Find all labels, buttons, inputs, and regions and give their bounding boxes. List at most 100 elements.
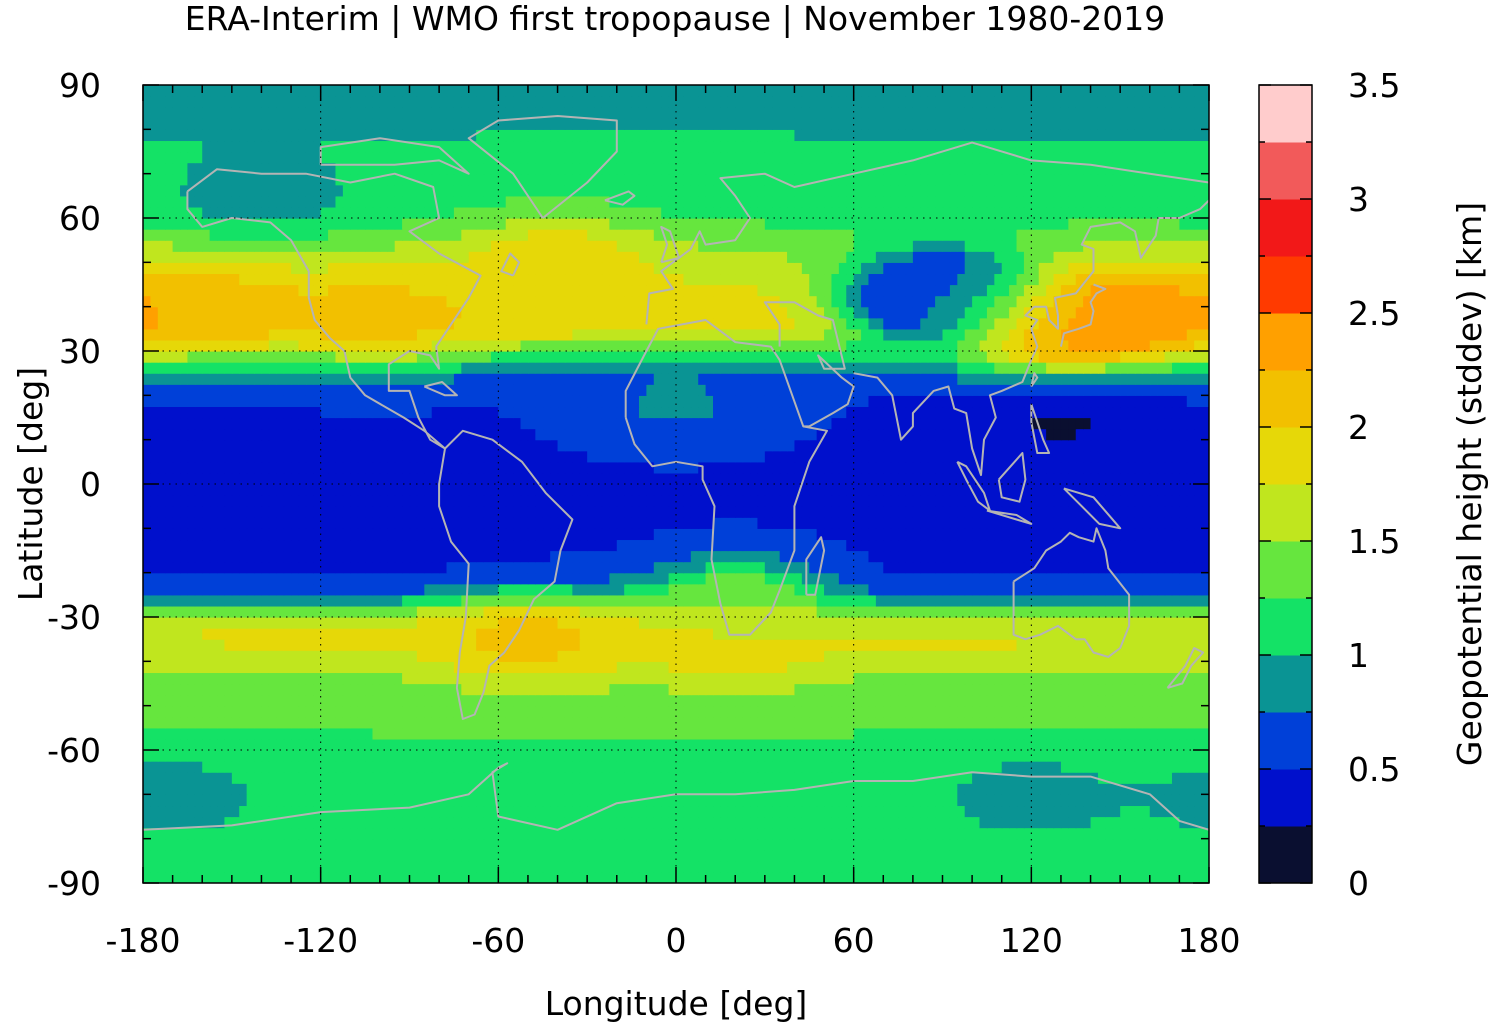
field-cell	[935, 816, 944, 829]
field-cell	[505, 617, 514, 629]
field-cell	[698, 506, 707, 518]
field-cell	[831, 639, 840, 651]
field-cell	[520, 495, 529, 507]
field-cell	[202, 517, 211, 529]
field-cell	[816, 650, 825, 662]
field-cell	[979, 539, 988, 552]
field-cell	[816, 617, 825, 629]
field-cell	[735, 772, 744, 784]
field-cell	[616, 650, 625, 662]
field-cell	[801, 827, 810, 840]
field-cell	[468, 661, 477, 674]
field-cell	[587, 805, 596, 818]
field-cell	[957, 672, 966, 685]
field-cell	[379, 816, 388, 829]
field-cell	[194, 694, 203, 707]
field-cell	[1038, 783, 1047, 795]
field-cell	[431, 716, 440, 729]
field-cell	[342, 605, 351, 618]
field-cell	[468, 871, 477, 883]
field-cell	[1090, 783, 1099, 795]
field-cell	[957, 617, 966, 629]
field-cell	[335, 672, 344, 685]
field-cell	[890, 694, 899, 707]
field-cell	[1149, 639, 1158, 651]
field-cell	[587, 539, 596, 552]
field-cell	[1075, 628, 1084, 640]
field-cell	[579, 683, 588, 696]
field-cell	[912, 517, 921, 529]
field-cell	[1016, 805, 1025, 818]
field-cell	[320, 871, 329, 883]
field-cell	[875, 750, 884, 762]
field-cell	[875, 672, 884, 685]
field-cell	[431, 838, 440, 851]
field-cell	[764, 805, 773, 818]
field-cell	[690, 639, 699, 651]
field-cell	[698, 716, 707, 729]
field-cell	[690, 783, 699, 795]
field-cell	[690, 650, 699, 662]
field-cell	[690, 672, 699, 685]
field-cell	[498, 816, 507, 829]
field-cell	[409, 783, 418, 795]
field-cell	[217, 661, 226, 674]
field-cell	[587, 550, 596, 563]
field-cell	[202, 617, 211, 629]
field-cell	[1194, 672, 1203, 685]
field-cell	[1016, 783, 1025, 795]
field-cell	[638, 506, 647, 518]
field-cell	[1001, 594, 1010, 607]
field-cell	[883, 672, 892, 685]
field-cell	[898, 783, 907, 795]
field-cell	[1001, 694, 1010, 707]
field-cell	[439, 628, 448, 640]
field-cell	[587, 617, 596, 629]
field-cell	[1134, 761, 1143, 773]
field-cell	[609, 583, 618, 596]
field-cell	[624, 716, 633, 729]
field-cell	[372, 716, 381, 729]
field-cell	[1016, 650, 1025, 662]
field-cell	[550, 594, 559, 607]
field-cell	[949, 528, 958, 541]
field-cell	[424, 694, 433, 707]
field-cell	[1053, 816, 1062, 829]
field-cell	[1171, 661, 1180, 674]
field-cell	[1164, 727, 1173, 740]
field-cell	[535, 738, 544, 751]
field-cell	[254, 849, 263, 862]
field-cell	[994, 572, 1003, 585]
field-cell	[572, 617, 581, 629]
field-cell	[831, 772, 840, 784]
field-cell	[379, 561, 388, 574]
field-cell	[942, 672, 951, 685]
field-cell	[1171, 871, 1180, 883]
field-cell	[875, 594, 884, 607]
field-cell	[742, 617, 751, 629]
field-cell	[313, 639, 322, 651]
field-cell	[150, 628, 159, 640]
field-cell	[239, 672, 248, 685]
field-cell	[1060, 694, 1069, 707]
field-cell	[1171, 750, 1180, 762]
field-cell	[668, 605, 677, 618]
field-cell	[468, 528, 477, 541]
field-cell	[1194, 805, 1203, 818]
field-cell	[720, 661, 729, 674]
field-cell	[557, 772, 566, 784]
field-cell	[298, 772, 307, 784]
field-cell	[986, 705, 995, 718]
field-cell	[964, 617, 973, 629]
field-cell	[957, 550, 966, 563]
field-cell	[365, 605, 374, 618]
field-cell	[853, 528, 862, 541]
field-cell	[1001, 617, 1010, 629]
field-cell	[809, 550, 818, 563]
field-cell	[1149, 550, 1158, 563]
field-cell	[994, 639, 1003, 651]
field-cell	[994, 738, 1003, 751]
field-cell	[1097, 572, 1106, 585]
field-cell	[661, 705, 670, 718]
field-cell	[683, 694, 692, 707]
